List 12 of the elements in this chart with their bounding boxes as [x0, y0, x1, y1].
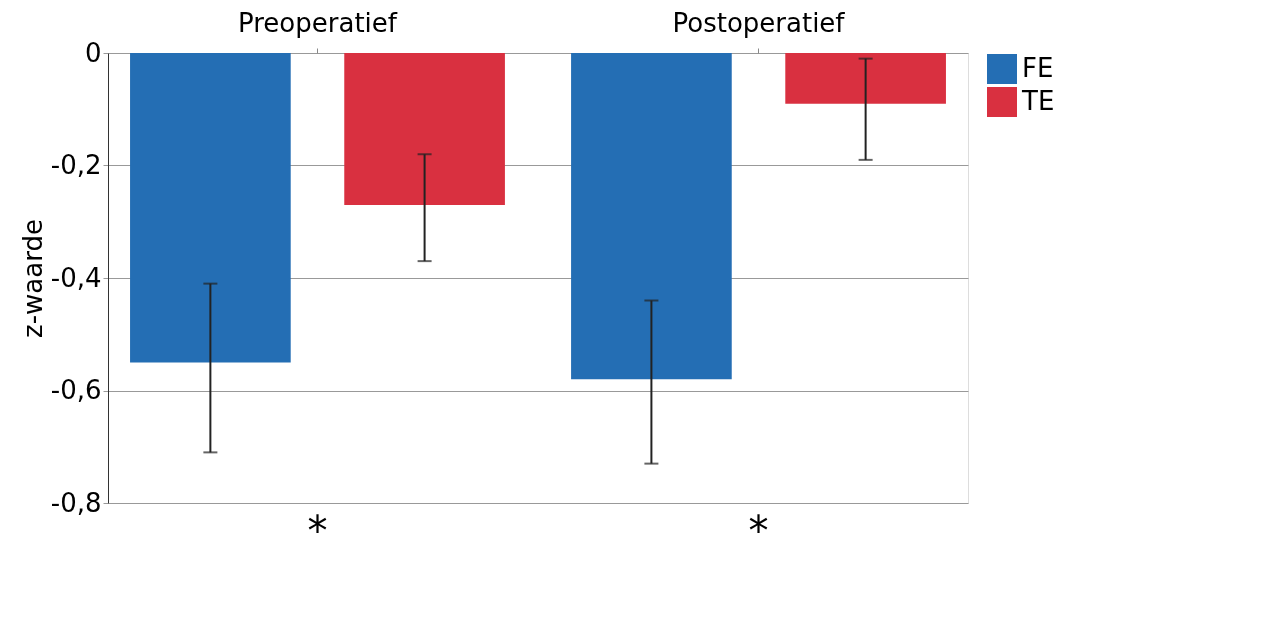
y-tick-label: -0,2 [50, 150, 102, 180]
y-tick-label: 0 [84, 37, 102, 68]
legend-label: TE [1021, 86, 1055, 116]
text: * [748, 508, 769, 554]
x-tick-label: Preoperatief [238, 7, 398, 38]
y-axis-title: z-waarde [17, 219, 48, 338]
legend-label: FE [1022, 53, 1054, 83]
y-tick-label: -0,8 [50, 487, 102, 518]
text: * [307, 508, 328, 554]
x-tick-label: Postoperatief [672, 7, 846, 38]
y-tick-label: -0,4 [50, 262, 102, 293]
y-tick-label: -0,6 [50, 375, 102, 405]
